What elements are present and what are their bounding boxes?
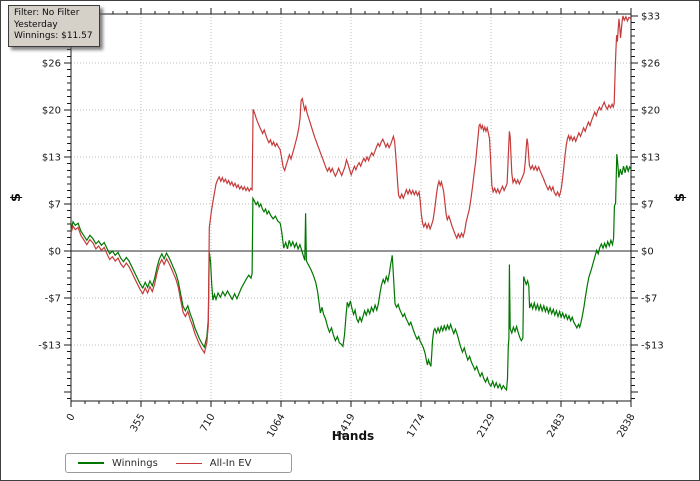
legend-label-all-in-ev: All-In EV [209,457,252,469]
period-text: Yesterday [14,19,58,30]
y-tick-label-left: $26 [42,59,61,70]
all-in-ev-line-swatch [175,462,202,464]
x-tick-label: 2483 [545,412,567,440]
x-tick-label: 1774 [405,412,427,440]
y-tick-label-left: -$13 [38,341,61,352]
y-tick-label-right: $7 [641,200,654,211]
x-tick-label: 355 [129,412,148,434]
y-tick-label-right: $26 [641,59,660,70]
y-tick-label-right: -$7 [641,294,657,305]
y-tick-label-right: -$13 [641,341,664,352]
x-axis-title: Hands [331,429,375,443]
filter-text: Filter: No Filter [14,8,80,18]
filter-info-box: Filter: No Filter Yesterday Winnings: $1… [8,5,100,47]
legend-item-winnings: Winnings [78,458,158,469]
winnings-line-swatch [78,462,104,464]
legend-label-winnings: Winnings [112,457,158,469]
x-tick-label: 710 [199,412,218,434]
x-tick-label: 0 [65,412,78,423]
y-tick-label-right: $20 [641,106,660,117]
y-axis-title-right: $ [673,192,688,202]
y-tick-label-left: $0 [48,247,61,258]
y-axis-title-left: $ [9,192,24,202]
x-tick-label: 1064 [265,412,287,440]
y-tick-label-left: $7 [48,200,61,211]
x-tick-label: 2129 [475,412,497,440]
chart-plot-area[interactable] [71,14,631,401]
legend: Winnings All-In EV [65,453,292,473]
y-tick-label-left: $20 [42,106,61,117]
all-in-ev-line [70,15,632,355]
y-tick-label-left: -$7 [45,294,61,305]
legend-item-all-in-ev: All-In EV [175,457,252,469]
y-tick-label-right: $13 [641,153,660,164]
x-tick-label: 2838 [615,412,637,440]
y-tick-label-left: $13 [42,153,61,164]
y-tick-label-right: $0 [641,247,654,258]
y-tick-label-right: $33 [641,12,660,23]
winnings-text: Winnings: $11.57 [14,31,93,41]
